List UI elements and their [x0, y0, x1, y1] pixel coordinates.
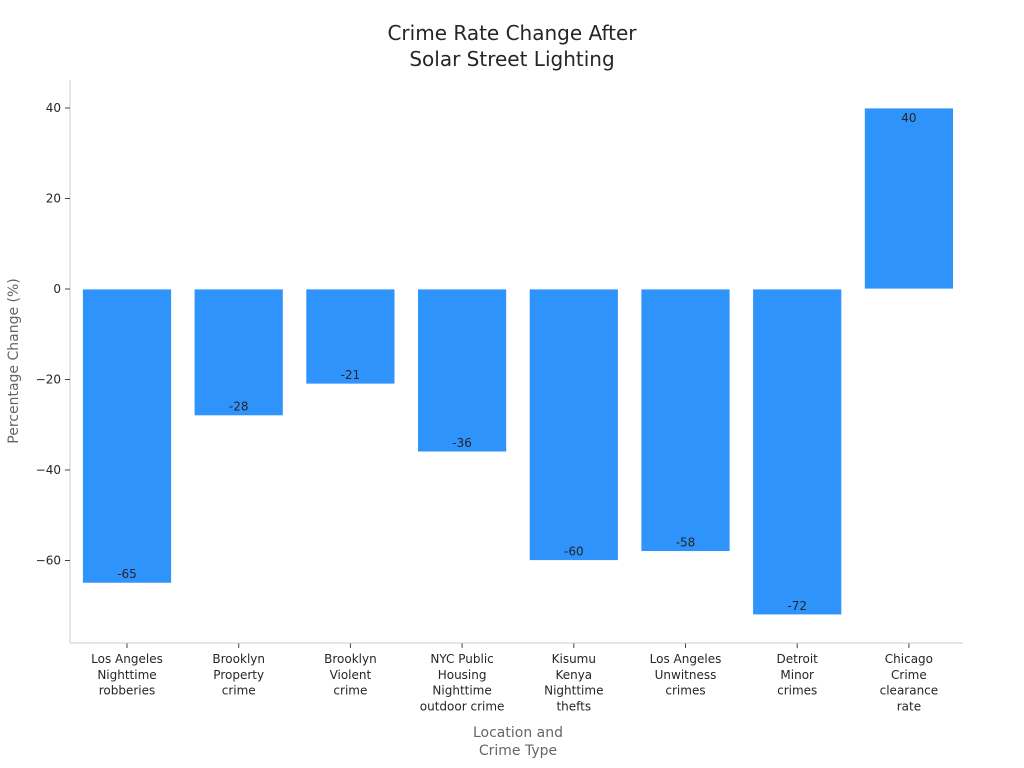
category-label-3: NYC Public Housing Nighttime outdoor crime [420, 652, 505, 713]
category-label-7-line-1: Crime [891, 668, 927, 682]
y-axis-title: Percentage Change (%) [6, 278, 22, 443]
category-label-6-line-0: Detroit [777, 652, 819, 666]
category-label-2-line-0: Brooklyn [324, 652, 377, 666]
axes-layer: Los Angeles Nighttime robberies Brooklyn Pro… [6, 80, 963, 713]
y-tick-label-3: −20 [36, 373, 61, 387]
bar-3 [417, 288, 508, 453]
value-label-7: 40 [901, 111, 916, 125]
category-label-1-line-2: crime [222, 684, 256, 698]
category-label-5-line-0: Los Angeles [650, 652, 722, 666]
category-label-2-line-2: crime [333, 684, 367, 698]
category-label-2: Brooklyn Violent crime [324, 652, 377, 698]
bar-7 [864, 107, 954, 290]
category-label-6: Detroit Minor crimes [777, 652, 819, 698]
category-label-3-line-1: Housing [438, 668, 487, 682]
bar-2 [305, 288, 396, 385]
value-label-6: -72 [787, 599, 807, 613]
x-axis-title-line-2: Crime Type [478, 743, 558, 759]
chart-title-line-2: Solar Street Lighting [409, 47, 615, 71]
value-label-3: -36 [452, 436, 472, 450]
category-label-3-line-2: Nighttime [432, 684, 491, 698]
category-label-6-line-1: Minor [780, 668, 814, 682]
bar-0 [82, 288, 172, 584]
category-label-7-line-3: rate [897, 699, 921, 713]
value-label-0: -65 [117, 567, 137, 581]
category-label-7-line-0: Chicago [885, 652, 933, 666]
category-label-0-line-2: robberies [99, 684, 156, 698]
category-label-3-line-3: outdoor crime [420, 699, 505, 713]
category-label-1: Brooklyn Property crime [212, 652, 265, 698]
value-label-1: -28 [229, 400, 249, 414]
value-labels-layer: -65 -28 -21 -36 -60 -58 -72 40 [117, 111, 916, 613]
y-tick-label-2: 0 [53, 282, 61, 296]
x-axis-title-line-1: Location and [472, 725, 563, 741]
bar-6 [752, 288, 843, 616]
y-tick-label-4: −40 [36, 463, 61, 477]
category-label-5-line-1: Unwitness [655, 668, 717, 682]
y-tick-label-0: 40 [46, 101, 61, 115]
category-label-4-line-0: Kisumu [552, 652, 596, 666]
category-label-4-line-2: Nighttime [544, 684, 603, 698]
bar-1 [193, 288, 284, 417]
category-label-1-line-0: Brooklyn [212, 652, 265, 666]
bar-4 [528, 288, 619, 561]
category-label-2-line-1: Violent [330, 668, 372, 682]
y-tick-label-5: −60 [36, 554, 61, 568]
category-label-7: Chicago Crime clearance rate [880, 652, 939, 713]
category-label-4-line-3: thefts [556, 699, 591, 713]
category-label-4: Kisumu Kenya Nighttime thefts [544, 652, 603, 713]
category-label-0-line-0: Los Angeles [91, 652, 163, 666]
category-label-6-line-2: crimes [777, 684, 817, 698]
category-label-1-line-1: Property [213, 668, 264, 682]
category-label-4-line-1: Kenya [555, 668, 592, 682]
category-label-5-line-2: crimes [665, 684, 705, 698]
category-label-0: Los Angeles Nighttime robberies [91, 652, 163, 698]
value-label-4: -60 [564, 545, 584, 559]
category-label-3-line-0: NYC Public [430, 652, 493, 666]
category-label-0-line-1: Nighttime [97, 668, 156, 682]
chart-title-line-1: Crime Rate Change After [387, 21, 637, 45]
category-label-7-line-2: clearance [880, 684, 939, 698]
value-label-2: -21 [341, 368, 361, 382]
bar-5 [640, 288, 731, 552]
y-tick-label-1: 20 [46, 192, 61, 206]
category-label-5: Los Angeles Unwitness crimes [650, 652, 722, 698]
value-label-5: -58 [676, 535, 696, 549]
bars-layer [82, 107, 954, 616]
